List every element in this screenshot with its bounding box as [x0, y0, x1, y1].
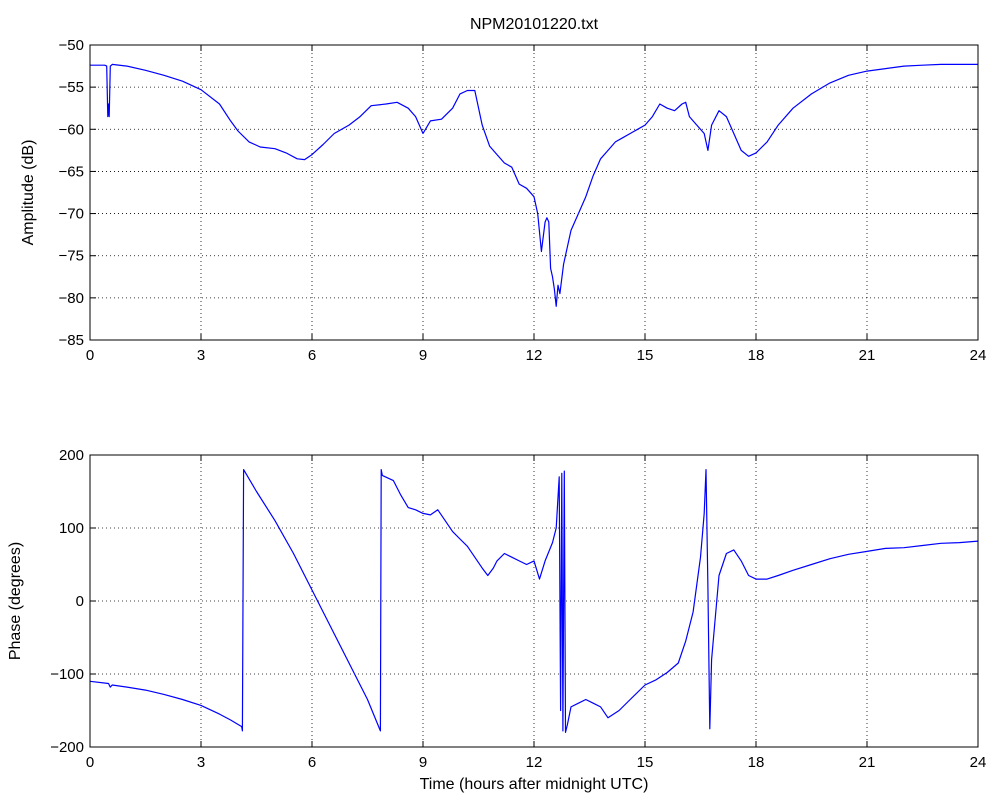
amplitude-xtick-label: 0: [86, 347, 94, 364]
phase-xtick-label: 18: [748, 754, 765, 771]
phase-xtick-label: 12: [526, 754, 543, 771]
amplitude-xtick-label: 21: [859, 347, 876, 364]
phase-xtick-label: 3: [197, 754, 205, 771]
phase-xtick-label: 15: [637, 754, 654, 771]
phase-ytick-label: 0: [76, 593, 84, 610]
phase-ytick-label: 200: [59, 447, 84, 464]
amplitude-panel: 0 3 6 9 12 15 18 21 24 −85 −80 −75 −70 −65 −60 −55 −50 Am…: [20, 37, 986, 364]
phase-ytick-label: 100: [59, 520, 84, 537]
amplitude-ytick-label: −80: [59, 290, 84, 307]
amplitude-ytick-label: −55: [59, 79, 84, 96]
phase-ytick-label: −200: [50, 739, 84, 756]
phase-xtick-label: 9: [419, 754, 427, 771]
amplitude-ytick-label: −75: [59, 248, 84, 265]
amplitude-xtick-label: 12: [526, 347, 543, 364]
amplitude-ytick-label: −60: [59, 121, 84, 138]
phase-panel: 0 3 6 9 12 15 18 21 24 −200 −100 0 100 200 Phase (degr…: [7, 447, 986, 793]
phase-xlabel: Time (hours after midnight UTC): [420, 776, 649, 793]
phase-ylabel: Phase (degrees): [7, 542, 24, 660]
phase-series-line: [89, 469, 979, 734]
phase-xtick-label: 6: [308, 754, 316, 771]
phase-ytick-label: −100: [50, 666, 84, 683]
phase-xtick-label: 24: [970, 754, 987, 771]
amplitude-ylabel: Amplitude (dB): [20, 140, 37, 246]
amplitude-xtick-label: 9: [419, 347, 427, 364]
amplitude-xtick-label: 15: [637, 347, 654, 364]
amplitude-series-line: [90, 63, 978, 307]
chart-title: NPM20101220.txt: [470, 16, 599, 33]
phase-xtick-label: 0: [86, 754, 94, 771]
phase-xtick-label: 21: [859, 754, 876, 771]
amplitude-xtick-label: 24: [970, 347, 987, 364]
amplitude-xtick-label: 3: [197, 347, 205, 364]
amplitude-xtick-label: 6: [308, 347, 316, 364]
amplitude-ytick-label: −85: [59, 332, 84, 349]
amplitude-ytick-label: −50: [59, 37, 84, 54]
amplitude-ytick-label: −65: [59, 163, 84, 180]
amplitude-xtick-label: 18: [748, 347, 765, 364]
amplitude-ytick-label: −70: [59, 206, 84, 223]
